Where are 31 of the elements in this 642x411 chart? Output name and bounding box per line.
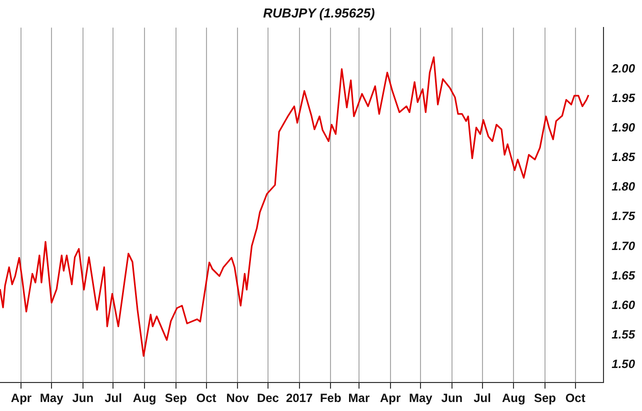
x-tick-label: May [408, 391, 433, 406]
x-tick-label: Nov [226, 391, 250, 406]
y-tick-label: 1.95 [612, 90, 636, 105]
x-tick-label: 2017 [286, 391, 313, 406]
x-tick-label: Jul [474, 391, 491, 406]
y-tick-label: 1.85 [612, 150, 636, 164]
x-tick-label: Sep [164, 391, 187, 406]
x-tick-label: Apr [380, 391, 401, 406]
y-tick-label: 1.60 [612, 298, 636, 312]
x-tick-label: Apr [10, 391, 32, 406]
x-tick-label: Jul [104, 391, 122, 406]
x-tick-label: Jun [441, 391, 463, 406]
y-tick-label: 1.90 [612, 120, 636, 134]
x-tick-label: Aug [502, 391, 526, 406]
x-tick-label: Sep [534, 391, 556, 406]
x-tick-label: Oct [196, 391, 216, 406]
y-tick-label: 1.70 [612, 238, 636, 253]
x-tick-label: May [40, 391, 64, 406]
x-tick-label: Jun [72, 391, 94, 406]
chart-title: RUBJPY (1.95625) [263, 5, 375, 20]
y-tick-label: 1.65 [612, 268, 636, 282]
y-tick-label: 1.55 [612, 328, 636, 342]
y-tick-label: 2.00 [610, 61, 636, 76]
y-tick-label: 1.80 [612, 180, 636, 194]
x-tick-label: Dec [256, 391, 280, 406]
x-tick-label: Oct [565, 391, 586, 406]
y-tick-label: 1.75 [612, 209, 636, 224]
x-tick-label: Feb [320, 391, 342, 406]
y-tick-label: 1.50 [612, 357, 636, 372]
x-tick-label: Aug [132, 391, 156, 406]
x-tick-label: Mar [348, 391, 370, 406]
